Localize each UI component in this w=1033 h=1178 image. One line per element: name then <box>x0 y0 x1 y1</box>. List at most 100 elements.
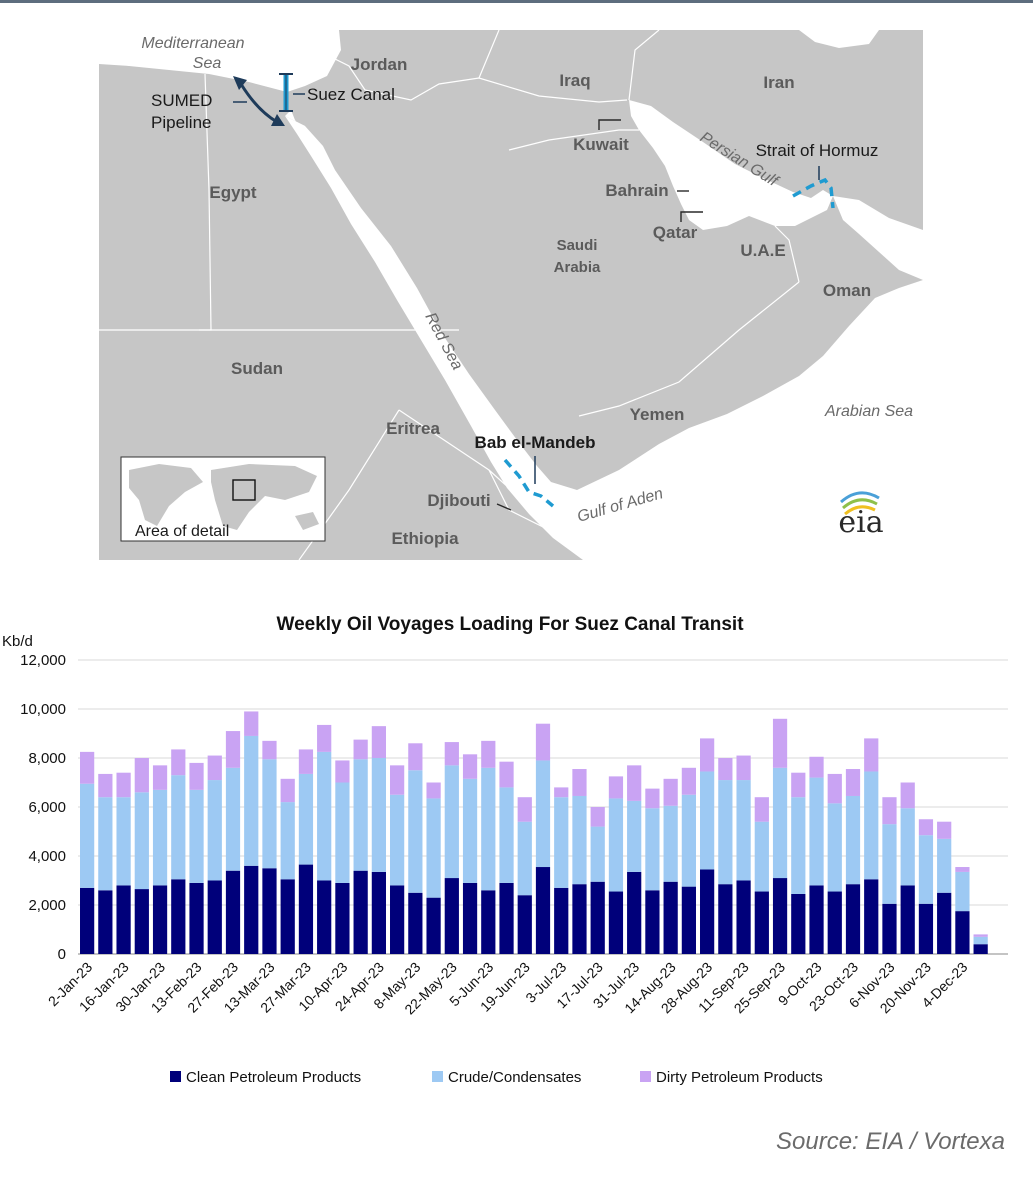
bar-segment <box>444 742 459 766</box>
label-mediterranean-2: Sea <box>193 55 222 72</box>
bar-segment <box>937 821 952 839</box>
legend: Clean Petroleum Products Crude/Condensate… <box>170 1069 823 1086</box>
map: Mediterranean Sea Jordan Iraq Iran SUMED… <box>99 30 923 560</box>
bar-segment <box>864 879 879 954</box>
bar-segment <box>736 780 751 881</box>
bar-segment <box>298 749 314 774</box>
label-kuwait: Kuwait <box>573 135 629 154</box>
bar-segment <box>937 892 952 954</box>
bar-segment <box>681 886 696 954</box>
bar-segment <box>499 787 514 883</box>
bar-segment <box>736 755 751 781</box>
y-tick-label: 12,000 <box>20 652 66 669</box>
bar-segment <box>736 880 751 954</box>
bar-segment <box>845 769 861 796</box>
bar-segment <box>353 870 368 954</box>
bar-segment <box>481 767 496 891</box>
bar-segment <box>517 797 532 822</box>
bar-segment <box>207 780 222 881</box>
bar-segment <box>462 882 478 954</box>
eia-logo <box>840 491 880 516</box>
bar-segment <box>754 891 769 954</box>
bar-segment <box>262 868 277 954</box>
gulf-of-suez-water <box>285 110 305 128</box>
bar-segment <box>535 723 551 761</box>
bar-segment <box>171 879 186 954</box>
bar-segment <box>335 760 350 783</box>
bar-segment <box>462 754 478 779</box>
bar-segment <box>663 881 678 954</box>
legend-swatch <box>640 1071 651 1082</box>
label-djibouti: Djibouti <box>427 491 490 510</box>
bar-segment <box>244 865 259 954</box>
bar-segment <box>864 771 879 880</box>
bar-segment <box>955 911 970 954</box>
bar-segment <box>225 767 241 871</box>
bar-segment <box>390 765 405 795</box>
label-strait-of-hormuz: Strait of Hormuz <box>756 141 879 160</box>
bar-segment <box>791 893 806 954</box>
bar-segment <box>390 794 405 886</box>
y-axis-label: Kb/d <box>2 633 33 650</box>
bar-segment <box>827 891 842 954</box>
y-tick-labels: 0 2,000 4,000 6,000 8,000 10,000 12,000 <box>20 652 66 963</box>
bar-segment <box>244 711 259 736</box>
bar-segment <box>700 869 715 954</box>
bar-segment <box>317 724 332 752</box>
label-bahrain: Bahrain <box>605 181 668 200</box>
bar-segment <box>280 778 295 803</box>
bar-segment <box>189 762 204 790</box>
label-saudi-2: Arabia <box>554 259 601 276</box>
bar-segment <box>535 867 551 954</box>
label-oman: Oman <box>823 281 871 300</box>
bar-segment <box>98 890 113 954</box>
label-arabian-sea: Arabian Sea <box>824 403 913 420</box>
bar-segment <box>900 808 915 886</box>
bar-segment <box>371 871 386 954</box>
bar-segment <box>298 773 314 865</box>
label-mediterranean-1: Mediterranean <box>141 35 244 52</box>
label-sumed-2: Pipeline <box>151 113 212 132</box>
label-eritrea: Eritrea <box>386 419 440 438</box>
y-tick-label: 2,000 <box>28 897 66 914</box>
bar-segment <box>189 882 204 954</box>
bar-segment <box>918 903 934 954</box>
bar-segment <box>98 773 113 798</box>
bar-segment <box>408 743 423 771</box>
bar-segment <box>845 884 861 954</box>
label-iran: Iran <box>763 73 794 92</box>
bar-segment <box>882 797 897 825</box>
source-note: Source: EIA / Vortexa <box>776 1128 1005 1155</box>
bar-segment <box>499 761 514 788</box>
bar-segment <box>262 740 277 760</box>
bar-segment <box>335 882 350 954</box>
bar-segment <box>499 882 514 954</box>
label-ethiopia: Ethiopia <box>391 529 459 548</box>
legend-label: Crude/Condensates <box>448 1069 581 1086</box>
bar-segment <box>608 776 624 799</box>
bar-segment <box>353 739 368 760</box>
legend-label: Clean Petroleum Products <box>186 1069 361 1086</box>
bar-segment <box>973 944 988 954</box>
bar-segment <box>134 889 149 954</box>
bar-segment <box>955 867 970 872</box>
bar-segment <box>535 760 551 868</box>
bar-segment <box>554 887 569 954</box>
bar-segment <box>809 777 824 886</box>
bar-segment <box>700 738 715 772</box>
bar-segment <box>353 759 368 871</box>
bar-segment <box>116 885 131 954</box>
bar-segment <box>462 778 478 883</box>
bar-segment <box>718 758 733 781</box>
bar-segment <box>590 881 605 954</box>
bar-segment <box>754 821 769 892</box>
bar-segment <box>663 805 678 882</box>
bar-segment <box>134 758 149 793</box>
bar-segment <box>426 782 441 799</box>
chart: Weekly Oil Voyages Loading For Suez Cana… <box>2 614 1008 1086</box>
y-tick-label: 6,000 <box>28 799 66 816</box>
label-jordan: Jordan <box>351 55 408 74</box>
bar-segment <box>590 826 605 882</box>
bar-segment <box>608 891 624 954</box>
bar-segment <box>80 751 95 784</box>
